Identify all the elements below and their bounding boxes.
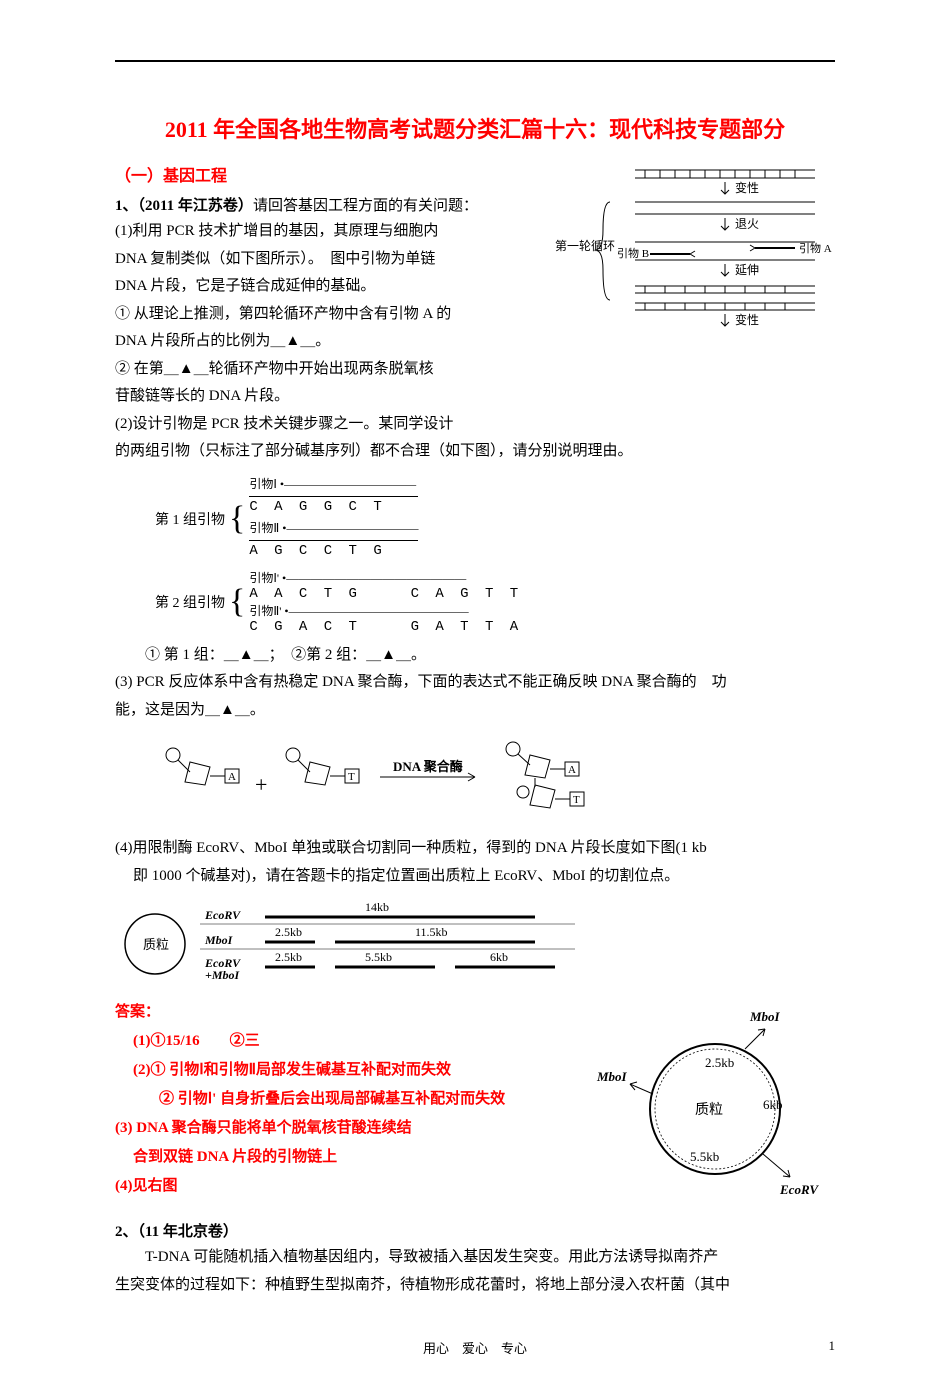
svg-text:2.5kb: 2.5kb [275,925,302,939]
brace-icon: { [229,504,245,534]
svg-text:+: + [255,772,267,797]
main-title: 2011 年全国各地生物高考试题分类汇篇十六：现代科技专题部分 [115,112,835,144]
answer-head: 答案： [115,999,555,1026]
svg-text:EcoRV: EcoRV [204,908,241,922]
q1-p3a: (3) PCR 反应体系中含有热稳定 DNA 聚合酶，下面的表达式不能正确反映 … [115,670,835,696]
gel-svg: 质粒 EcoRV MboI EcoRV +MboI 14kb 2.5kb 11.… [115,899,615,989]
q1-rest: 请回答基因工程方面的有关问题： [253,198,478,214]
y2p-label: 引物Ⅱ' [249,604,281,618]
denature-label: 变性 [735,180,759,195]
ans-plasmid-label: 质粒 [695,1102,723,1118]
plasmid-label: 质粒 [143,937,169,952]
answer-block: 质粒 MboI MboI EcoRV 2.5kb 6kb 5.5kb 答案： [115,999,835,1200]
primer-figure: 第 1 组引物 { 引物Ⅰ •——————————— C A G G C T 引… [155,475,835,635]
svg-text:2.5kb: 2.5kb [705,1055,734,1070]
pcr-diagram: 变性 退火 第一轮循环 引物 A 引物 B 延伸 [555,160,835,354]
g1-label: 第 1 组引物 [155,509,225,529]
g2-inner: 引物Ⅰ' •——————————————— A A C T G C A G T … [249,569,522,635]
svg-text:5.5kb: 5.5kb [690,1149,719,1164]
svg-text:6kb: 6kb [763,1097,783,1112]
svg-text:EcoRV: EcoRV [779,1182,819,1197]
q1-left-column: (1)利用 PCR 技术扩增目的基因，其原理与细胞内 DNA 复制类似（如下图所… [115,219,535,437]
page-number: 1 [829,1338,836,1354]
footer: 用心 爱心 专心 1 [115,1338,835,1357]
q1-p5: DNA 片段所占的比例为＿▲＿。 [115,329,535,355]
q1-blanks: ① 第 1 组：＿▲＿； ②第 2 组：＿▲＿。 [145,643,835,669]
svg-text:5.5kb: 5.5kb [365,950,392,964]
answer-plasmid-figure: 质粒 MboI MboI EcoRV 2.5kb 6kb 5.5kb [595,999,835,1204]
ans-plasmid-svg: 质粒 MboI MboI EcoRV 2.5kb 6kb 5.5kb [595,999,835,1199]
q2-tag: 2、（11 年北京卷） [115,1224,238,1240]
svg-text:T: T [348,771,355,783]
svg-text:+MboI: +MboI [205,968,241,982]
primer-group-2: 第 2 组引物 { 引物Ⅰ' •——————————————— A A C T … [155,569,835,635]
primer-group-1: 第 1 组引物 { 引物Ⅰ •——————————— C A G G C T 引… [155,475,835,563]
svg-text:MboI: MboI [204,933,234,947]
footer-text: 用心 爱心 专心 [423,1341,527,1356]
q1-p6: ② 在第＿▲＿轮循环产物中开始出现两条脱氧核 [115,357,535,383]
cycle-label: 第一轮循环 [555,239,615,253]
top-rule [115,60,835,62]
svg-text:MboI: MboI [596,1069,628,1084]
seq1b: A G C C T G [249,540,418,559]
q2-p2: 生突变体的过程如下：种植野生型拟南芥，待植物形成花蕾时，将地上部分浸入农杆菌（其… [115,1273,835,1299]
q2-heading: 2、（11 年北京卷） [115,1220,835,1241]
q2-p1: T-DNA 可能随机插入植物基因组内，导致被插入基因发生突变。用此方法诱导拟南芥… [115,1245,835,1271]
y2-label: 引物Ⅱ [249,521,279,535]
svg-text:A: A [228,771,236,783]
svg-text:14kb: 14kb [365,900,389,914]
answer-2b: ② 引物Ⅰ' 自身折叠后会出现局部碱基互补配对而失效 [159,1086,555,1113]
answer-text: 答案： (1)①15/16 ②三 (2)① 引物Ⅰ和引物Ⅱ局部发生碱基互补配对而… [115,999,555,1200]
q1-p3: DNA 片段，它是子链合成延伸的基础。 [115,274,535,300]
svg-text:2.5kb: 2.5kb [275,950,302,964]
y1-label: 引物Ⅰ [249,477,277,491]
q1-p3b: 能，这是因为＿▲＿。 [115,698,835,724]
poly-svg: A + T DNA 聚合酶 A T [155,737,675,817]
q1-p9: 的两组引物（只标注了部分碱基序列）都不合理（如下图），请分别说明理由。 [115,439,835,465]
answer-3b: 合到双链 DNA 片段的引物链上 [133,1144,555,1171]
q1-p4a: (4)用限制酶 EcoRV、MboI 单独或联合切割同一种质粒，得到的 DNA … [115,836,835,862]
seq1a: C A G G C T [249,496,418,515]
answer-3a: (3) DNA 聚合酶只能将单个脱氧核苷酸连续结 [115,1115,555,1142]
svg-text:T: T [573,794,580,806]
g2-label: 第 2 组引物 [155,592,225,612]
q1-tag: 1、（2011 年江苏卷） [115,198,253,214]
primer-b-label: 引物 B [617,246,649,260]
primer-a-label: 引物 A [799,241,832,255]
gel-figure: 质粒 EcoRV MboI EcoRV +MboI 14kb 2.5kb 11.… [115,899,835,989]
seq2b: C G A C T G A T T A [249,619,522,635]
answer-1: (1)①15/16 ②三 [133,1028,555,1055]
page: 2011 年全国各地生物高考试题分类汇篇十六：现代科技专题部分 （一）基因工程 … [115,0,835,1397]
seq2a: A A C T G C A G T T [249,586,522,602]
spacer [115,1202,835,1216]
svg-text:6kb: 6kb [490,950,508,964]
q1-p4b: 即 1000 个碱基对)，请在答题卡的指定位置画出质粒上 EcoRV、MboI … [133,864,835,890]
svg-text:A: A [568,764,576,776]
svg-text:MboI: MboI [749,1009,781,1024]
anneal-label: 退火 [735,217,759,231]
answer-2a: (2)① 引物Ⅰ和引物Ⅱ局部发生碱基互补配对而失效 [133,1057,555,1084]
poly-label: DNA 聚合酶 [393,759,463,774]
extend-label: 延伸 [735,263,759,277]
q1-p7: 苷酸链等长的 DNA 片段。 [115,384,535,410]
answer-4: (4)见右图 [115,1173,555,1200]
q1-p8: (2)设计引物是 PCR 技术关键步骤之一。某同学设计 [115,412,535,438]
pcr-svg: 变性 退火 第一轮循环 引物 A 引物 B 延伸 [555,160,835,350]
brace-icon: { [229,587,245,617]
polymerase-figure: A + T DNA 聚合酶 A T [155,737,835,822]
q1-p4: ① 从理论上推测，第四轮循环产物中含有引物 A 的 [115,302,535,328]
denature2-label: 变性 [735,312,759,327]
y1p-label: 引物Ⅰ' [249,571,279,585]
g1-inner: 引物Ⅰ •——————————— C A G G C T 引物Ⅱ •——————… [249,475,418,563]
svg-text:11.5kb: 11.5kb [415,925,448,939]
q1-p1: (1)利用 PCR 技术扩增目的基因，其原理与细胞内 [115,219,535,245]
q1-p2: DNA 复制类似（如下图所示）。 图中引物为单链 [115,247,535,273]
